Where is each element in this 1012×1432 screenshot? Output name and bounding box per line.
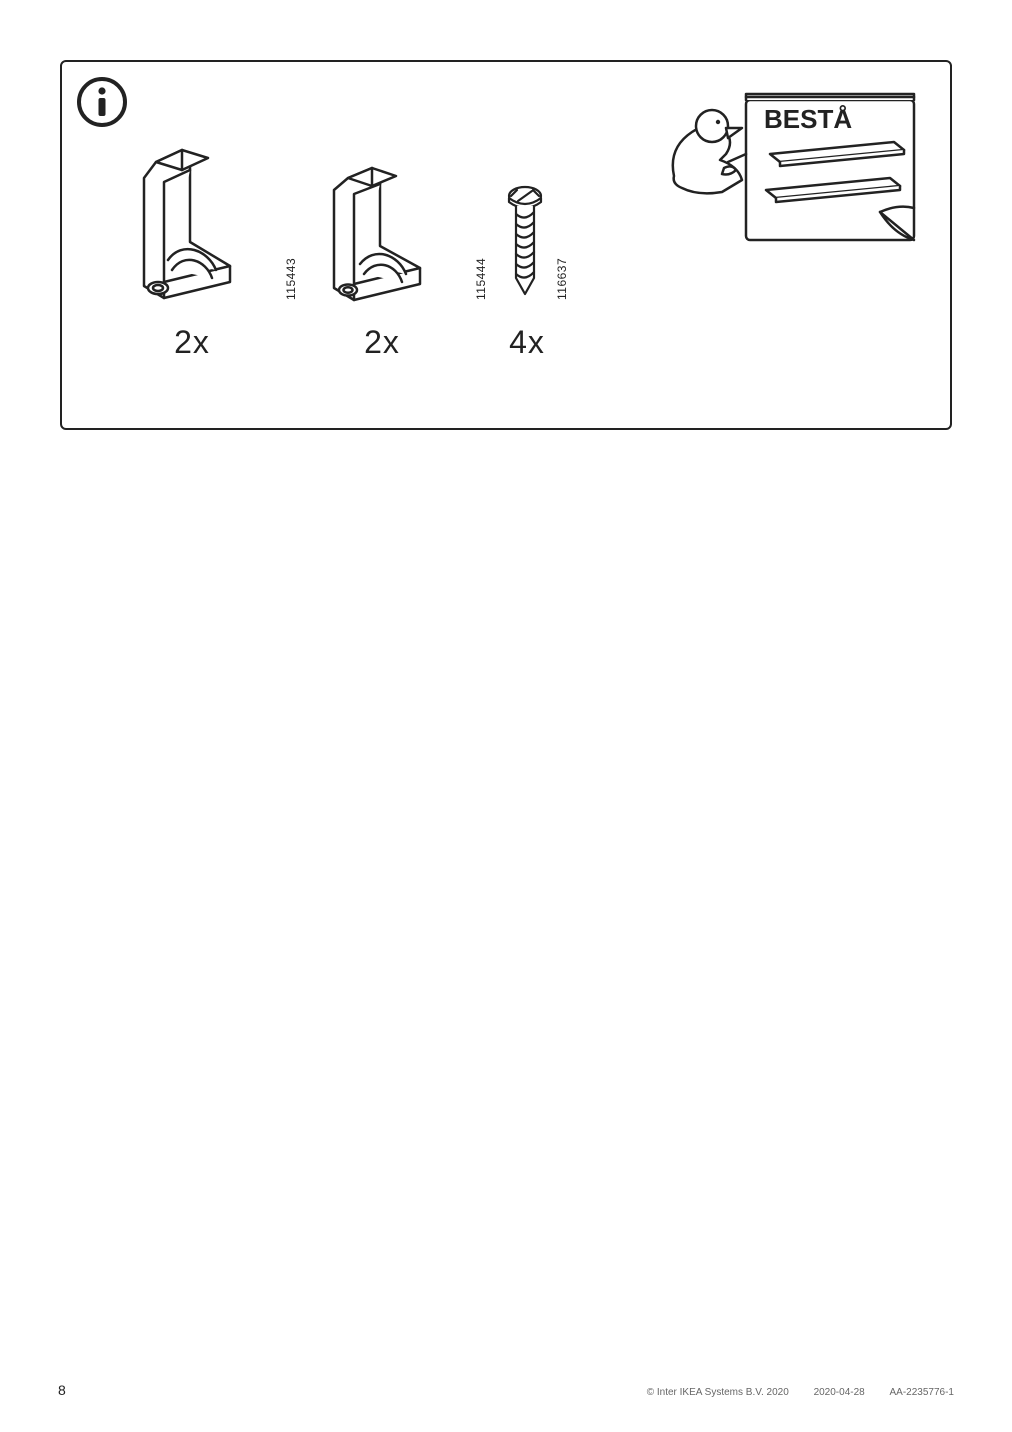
- bracket-right-drawing: [302, 162, 462, 302]
- quantity-screw: 4x: [509, 324, 545, 361]
- page: 115443 2x: [0, 0, 1012, 1432]
- doc-date: 2020-04-28: [814, 1387, 865, 1398]
- doc-number: AA-2235776-1: [890, 1387, 955, 1398]
- bracket-left-drawing: [112, 142, 272, 302]
- hardware-bracket-right: 115444 2x: [292, 162, 472, 361]
- hardware-row: 115443 2x: [62, 142, 572, 361]
- part-number-screw: 116637: [555, 258, 569, 300]
- hardware-screw: 116637 4x: [482, 182, 572, 361]
- content-box: 115443 2x: [60, 60, 952, 430]
- copyright: © Inter IKEA Systems B.V. 2020: [647, 1387, 789, 1398]
- quantity-bracket-right: 2x: [364, 324, 400, 361]
- booklet-figure: BESTÅ: [668, 84, 928, 264]
- info-icon: [76, 76, 128, 128]
- page-footer: 8 © Inter IKEA Systems B.V. 2020 2020-04…: [0, 1382, 1012, 1398]
- quantity-bracket-left: 2x: [174, 324, 210, 361]
- product-name-label: BESTÅ: [764, 104, 852, 134]
- part-number-bracket-right: 115444: [474, 258, 488, 300]
- page-number: 8: [58, 1382, 66, 1398]
- screw-drawing: [497, 182, 557, 302]
- hardware-bracket-left: 115443 2x: [102, 142, 282, 361]
- part-number-bracket-left: 115443: [284, 258, 298, 300]
- footer-meta: © Inter IKEA Systems B.V. 2020 2020-04-2…: [625, 1387, 954, 1398]
